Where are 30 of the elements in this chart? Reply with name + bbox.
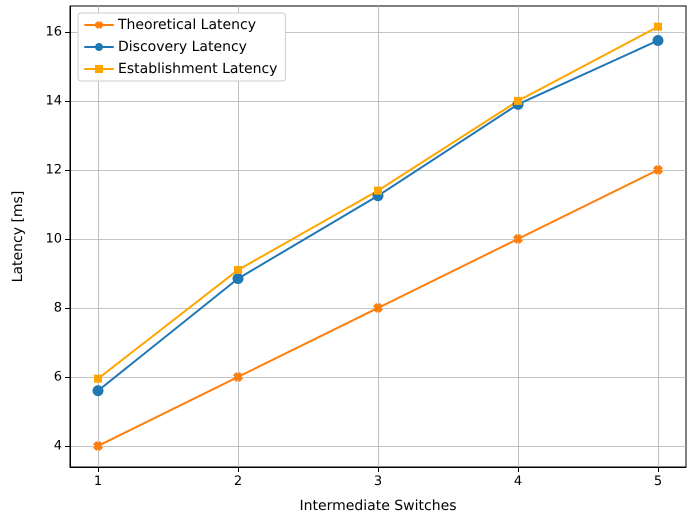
point bbox=[654, 22, 662, 31]
legend-label: Theoretical Latency bbox=[117, 17, 256, 33]
x-tick-label: 1 bbox=[94, 474, 102, 489]
point bbox=[373, 302, 383, 313]
point bbox=[233, 372, 243, 382]
point bbox=[514, 96, 522, 105]
point bbox=[234, 266, 242, 274]
point bbox=[653, 164, 663, 175]
point bbox=[94, 374, 102, 383]
point bbox=[93, 440, 103, 451]
y-axis-title: Latency [ms] bbox=[10, 190, 26, 282]
y-tick-label: 16 bbox=[45, 24, 62, 40]
x-tick-label: 3 bbox=[374, 474, 382, 489]
x-tick-label: 2 bbox=[234, 474, 242, 489]
point bbox=[374, 186, 382, 195]
point bbox=[92, 385, 104, 396]
point bbox=[513, 234, 523, 244]
legend-label: Discovery Latency bbox=[118, 39, 247, 55]
point bbox=[652, 35, 664, 46]
legend-label: Establishment Latency bbox=[118, 61, 278, 77]
x-axis-title: Intermediate Switches bbox=[300, 498, 456, 514]
y-tick-label: 8 bbox=[54, 300, 62, 316]
x-tick-label: 5 bbox=[654, 474, 662, 489]
point bbox=[232, 273, 244, 284]
x-tick-label: 4 bbox=[514, 474, 522, 489]
y-tick-label: 4 bbox=[54, 438, 62, 454]
y-tick-label: 10 bbox=[45, 231, 62, 246]
y-tick-label: 12 bbox=[45, 162, 62, 178]
y-tick-label: 6 bbox=[54, 369, 62, 384]
y-tick-label: 14 bbox=[45, 93, 62, 108]
